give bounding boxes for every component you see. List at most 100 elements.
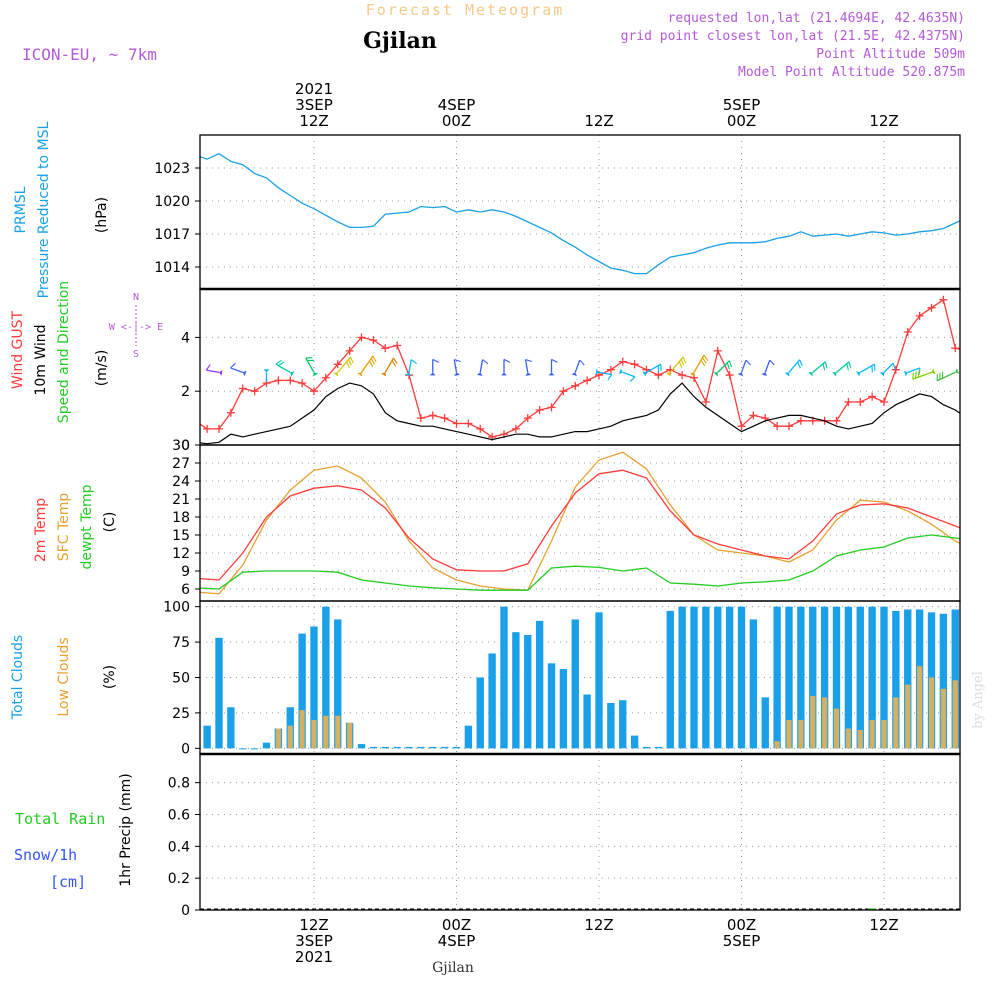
wind-barb-shaft — [305, 357, 315, 373]
wind-barb-feather — [551, 358, 558, 363]
cloud-labels: Total Clouds Low Clouds (%) — [10, 635, 118, 720]
total-cloud-bar — [630, 735, 639, 749]
chart-panels: 1014101710201023024691215182124273002550… — [154, 134, 993, 919]
temperature-axes: 6 9 12 15 18 21 24 27 30 — [172, 438, 960, 601]
gust-marker — [215, 424, 223, 433]
wind-barb — [263, 369, 270, 382]
gust-marker — [298, 379, 307, 388]
total-cloud-bar — [262, 742, 271, 749]
clouds-tick-label: 25 — [172, 706, 190, 722]
wind-barb — [832, 361, 852, 377]
compass-south: S — [133, 349, 139, 360]
gust-marker — [310, 387, 318, 396]
wind-barb-feather — [700, 359, 706, 367]
wind-barb-head — [333, 372, 339, 377]
wind-barb — [357, 355, 377, 377]
precip-tick-label: 0 — [181, 903, 190, 919]
precip-tick-label: 0.6 — [168, 807, 190, 823]
wind-barb-feather — [822, 363, 826, 371]
cloud-label-total: Total Clouds — [10, 635, 26, 720]
wind-barb — [936, 368, 960, 382]
wind-barb-feather — [482, 359, 489, 365]
wind-barb — [689, 354, 709, 377]
wind-barb-shaft — [408, 359, 412, 373]
wind-barb-head — [476, 372, 483, 376]
total-cloud-bar — [322, 606, 330, 749]
total-cloud-bar — [619, 700, 627, 749]
total-cloud-bar — [939, 613, 948, 749]
gust-marker — [856, 397, 865, 406]
total-cloud-bar — [535, 620, 544, 749]
total-cloud-bar — [298, 633, 306, 749]
gust-marker — [939, 295, 948, 304]
low-cloud-bars — [275, 666, 993, 749]
gust-marker — [416, 414, 425, 423]
gust-marker — [464, 419, 473, 428]
wind-barb-head — [903, 370, 908, 377]
wind-barb-shaft — [453, 359, 458, 373]
temp-2m-line — [200, 469, 960, 581]
gust-marker — [606, 365, 615, 374]
wind-barb — [642, 363, 662, 377]
time-axis-top: 20213SEP12Z4SEP00Z12Z5SEP00Z12Z6SEP00Z — [295, 80, 899, 130]
wind-barb-feather — [278, 361, 285, 367]
gust-marker — [440, 414, 449, 423]
wind-barb-shaft — [883, 362, 894, 373]
low-cloud-bar — [940, 688, 946, 749]
wind-barb-feather — [391, 360, 397, 367]
requested-coords: requested lon,lat (21.4694E, 42.4635N) — [668, 11, 965, 26]
wind-barb-head — [548, 372, 555, 376]
gust-marker — [511, 424, 520, 433]
wind-barb-head — [312, 372, 319, 377]
wind-barb-feather — [914, 371, 917, 379]
gust-marker — [226, 408, 235, 417]
total-cloud-bar — [500, 606, 508, 749]
total-cloud-bar — [369, 746, 378, 749]
dewpoint-line — [200, 534, 960, 591]
wind-barb-feather — [275, 359, 282, 365]
gust-marker — [678, 371, 687, 380]
gust-marker — [583, 376, 592, 385]
precip-tick-label: 0.8 — [168, 776, 190, 792]
temperature-tick-label: 18 — [172, 510, 190, 526]
wind-axes: 0 2 4 — [181, 289, 960, 454]
gust-marker — [844, 397, 853, 406]
gust-marker — [880, 397, 888, 406]
low-cloud-bar — [275, 728, 281, 749]
gust-marker — [773, 422, 782, 431]
wind-barb — [524, 359, 533, 376]
wind-barb-shaft — [598, 371, 612, 376]
total-cloud-bar — [547, 663, 556, 749]
total-cloud-bar — [203, 725, 211, 749]
gust-marker — [975, 352, 983, 360]
low-cloud-bar — [893, 697, 899, 749]
wind-barb-feather — [678, 361, 683, 369]
gust-marker — [737, 422, 746, 431]
wind-barb — [429, 358, 439, 376]
total-cloud-bar — [654, 746, 663, 749]
gust-marker — [179, 417, 187, 425]
wind-barb-feather — [745, 359, 751, 366]
wind-labels: Wind GUST 10m Wind Speed and Direction (… — [10, 281, 163, 423]
cloud-label-low: Low Clouds — [56, 637, 72, 716]
wind-barb-feather — [607, 374, 613, 381]
gust-marker — [381, 344, 390, 353]
pressure-tick-label: 1014 — [154, 260, 190, 276]
wind-barb-feather — [454, 359, 461, 363]
low-cloud-bar — [323, 715, 329, 749]
total-cloud-bar — [702, 606, 710, 749]
wind-barb — [713, 360, 733, 377]
wind-barb-feather — [680, 359, 685, 366]
wind-label-gust: Wind GUST — [10, 310, 26, 389]
total-cloud-bar — [559, 669, 568, 749]
wind-barb-head — [357, 372, 363, 377]
low-cloud-bar — [810, 695, 816, 749]
wind-barb — [275, 359, 295, 377]
total-cloud-bar — [963, 628, 970, 748]
wind-barb — [548, 358, 558, 376]
low-cloud-bar — [988, 727, 993, 748]
precip-tick-label: 0.2 — [168, 871, 190, 887]
gust-marker — [250, 387, 259, 396]
gust-marker — [286, 376, 295, 385]
